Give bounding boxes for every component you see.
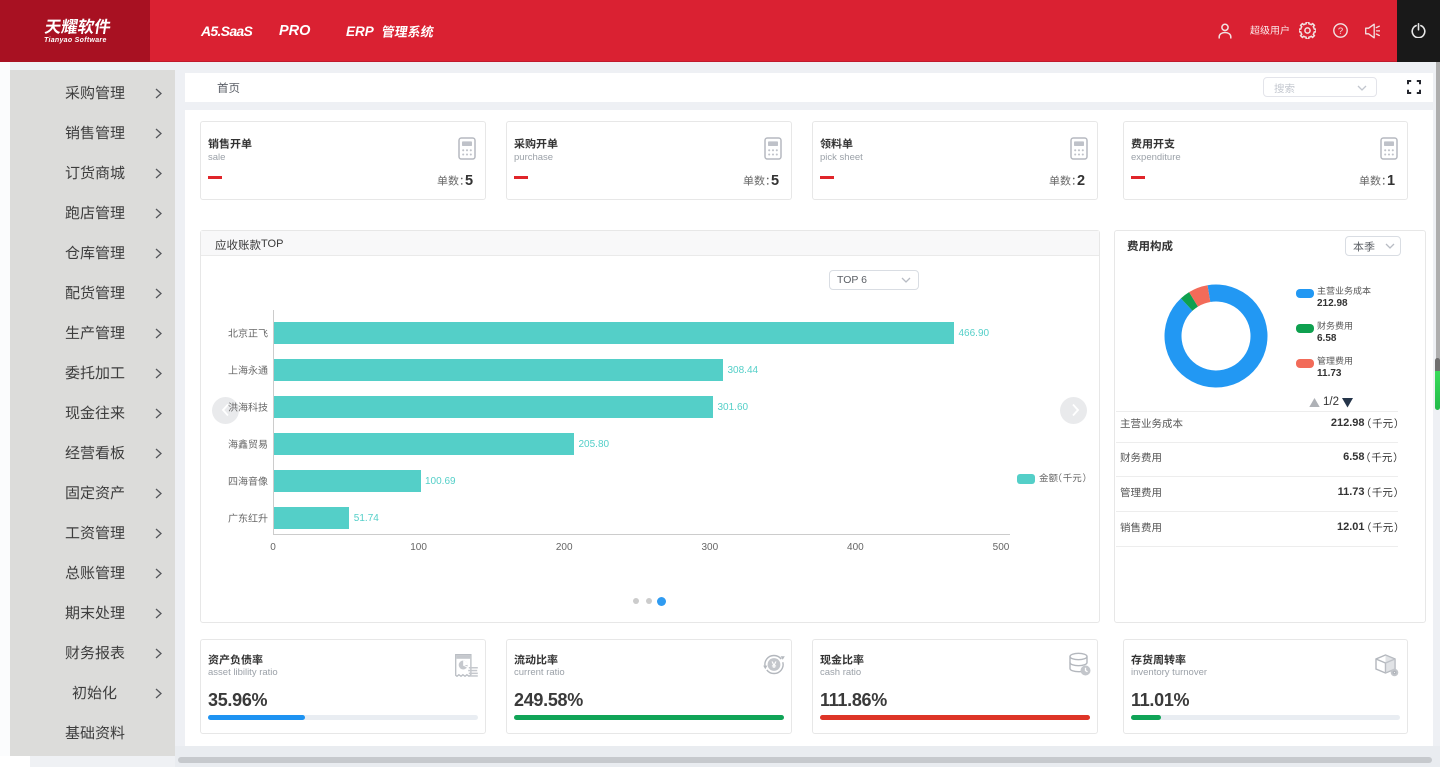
svg-text:¥: ¥ (771, 660, 776, 670)
svg-text:?: ? (1337, 26, 1342, 37)
